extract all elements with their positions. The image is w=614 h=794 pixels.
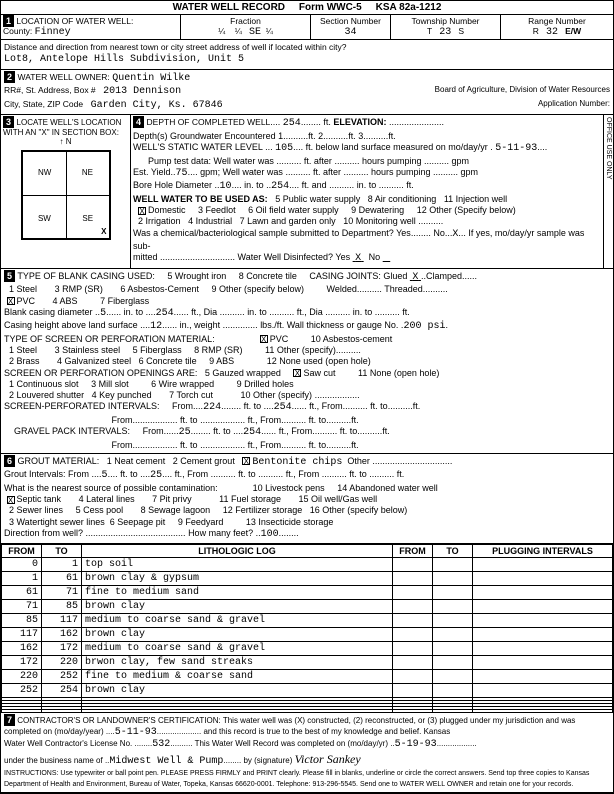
- static-date: 5-11-93: [495, 143, 537, 154]
- col-lith: LITHOLOGIC LOG: [82, 545, 393, 558]
- col-to: TO: [42, 545, 82, 558]
- section-7-num: 7: [4, 714, 15, 726]
- checkbox-sawcut[interactable]: X: [293, 369, 301, 377]
- city-label: City, State, ZIP Code: [4, 99, 83, 109]
- owner-name: Quentin Wilke: [112, 73, 190, 84]
- board-text: Board of Agriculture, Division of Water …: [435, 85, 610, 95]
- q2: ¼: [235, 26, 242, 36]
- table-row: 252254brown clay: [2, 684, 613, 698]
- table-row: 117162brown clay: [2, 628, 613, 642]
- sw: SW: [38, 214, 51, 223]
- instructions: INSTRUCTIONS: Use typewriter or ball poi…: [4, 770, 589, 788]
- checkbox-pvc[interactable]: X: [7, 297, 15, 305]
- table-row: 01top soil: [2, 558, 613, 572]
- lithologic-log-table: FROM TO LITHOLOGIC LOG FROM TO PLUGGING …: [1, 544, 613, 713]
- rr-val: 2013 Dennison: [103, 86, 181, 97]
- range-label: Range Number: [528, 16, 586, 26]
- q1: ¼: [218, 26, 225, 36]
- section-label: Section Number: [320, 16, 381, 26]
- township-label: Township Number: [411, 16, 479, 26]
- table-row: 220252fine to medium & coarse sand: [2, 670, 613, 684]
- table-row: 161brown clay & gypsum: [2, 572, 613, 586]
- se: SE: [82, 214, 93, 223]
- form-title: WATER WELL RECORD Form WWC-5 KSA 82a-121…: [1, 1, 613, 15]
- section-6-num: 6: [4, 455, 15, 467]
- table-row: 172220brwon clay, few sand streaks: [2, 656, 613, 670]
- section-2-num: 2: [4, 71, 15, 83]
- city-val: Garden City, Ks. 67846: [91, 100, 223, 111]
- elev: ELEVATION:: [333, 117, 386, 127]
- checkbox-domestic[interactable]: X: [138, 207, 146, 215]
- township-val: 23: [439, 27, 451, 38]
- checkbox-perf-pvc[interactable]: X: [260, 335, 268, 343]
- county-val: Finney: [35, 27, 71, 38]
- section-4-num: 4: [133, 116, 144, 128]
- nw: NW: [38, 168, 51, 177]
- range-val: 32: [546, 27, 558, 38]
- title-text: WATER WELL RECORD: [173, 2, 285, 13]
- q3: SE: [249, 27, 261, 38]
- t: T: [427, 26, 432, 36]
- section-5-num: 5: [4, 270, 15, 282]
- checkbox-bentonite[interactable]: X: [242, 457, 250, 465]
- col-from2: FROM: [393, 545, 433, 558]
- section-val: 34: [344, 27, 356, 38]
- owner-label: WATER WELL OWNER:: [18, 72, 110, 82]
- depth: 254: [283, 118, 301, 129]
- static-label: WELL'S STATIC WATER LEVEL: [133, 142, 263, 152]
- col-plug: PLUGGING INTERVALS: [473, 545, 613, 558]
- compass-n: N: [66, 137, 72, 146]
- app-label: Application Number:: [538, 99, 610, 109]
- dist-val: Lot8, Antelope Hills Subdivision, Unit 5: [4, 54, 244, 65]
- gw-label: Depth(s) Groundwater Encountered: [133, 131, 276, 141]
- table-row: 7185brown clay: [2, 600, 613, 614]
- ksa-code: KSA 82a-1212: [376, 2, 442, 13]
- ft: ft.: [323, 117, 331, 127]
- col-from: FROM: [2, 545, 42, 558]
- rr-label: RR#, St. Address, Box #: [4, 85, 96, 95]
- ew: E/W: [565, 26, 581, 36]
- ne: NE: [82, 168, 93, 177]
- form-code: Form WWC-5: [299, 2, 362, 13]
- table-row: 162172medium to coarse sand & gravel: [2, 642, 613, 656]
- office-use-only: OFFICE USE ONLY: [603, 115, 613, 268]
- s: S: [458, 26, 464, 36]
- sec4-label: DEPTH OF COMPLETED WELL: [147, 117, 271, 127]
- r: R: [533, 26, 539, 36]
- section-3-num: 3: [3, 116, 14, 128]
- checkbox-septic[interactable]: X: [7, 496, 15, 504]
- static: 105: [275, 143, 293, 154]
- section-box: NW NE SW SE X: [21, 150, 111, 240]
- sec3-label: LOCATE WELL'S LOCATION WITH AN "X" IN SE…: [3, 118, 121, 137]
- water-well-record-form: WATER WELL RECORD Form WWC-5 KSA 82a-121…: [0, 0, 614, 794]
- table-row: 6171fine to medium sand: [2, 586, 613, 600]
- loc-label: LOCATION OF WATER WELL:: [16, 16, 133, 26]
- dist-label: Distance and direction from nearest town…: [4, 42, 347, 52]
- table-row: 85117medium to coarse sand & gravel: [2, 614, 613, 628]
- county-label: County:: [3, 26, 32, 36]
- col-to2: TO: [433, 545, 473, 558]
- q4: ¼: [266, 26, 273, 36]
- fraction-label: Fraction: [230, 16, 261, 26]
